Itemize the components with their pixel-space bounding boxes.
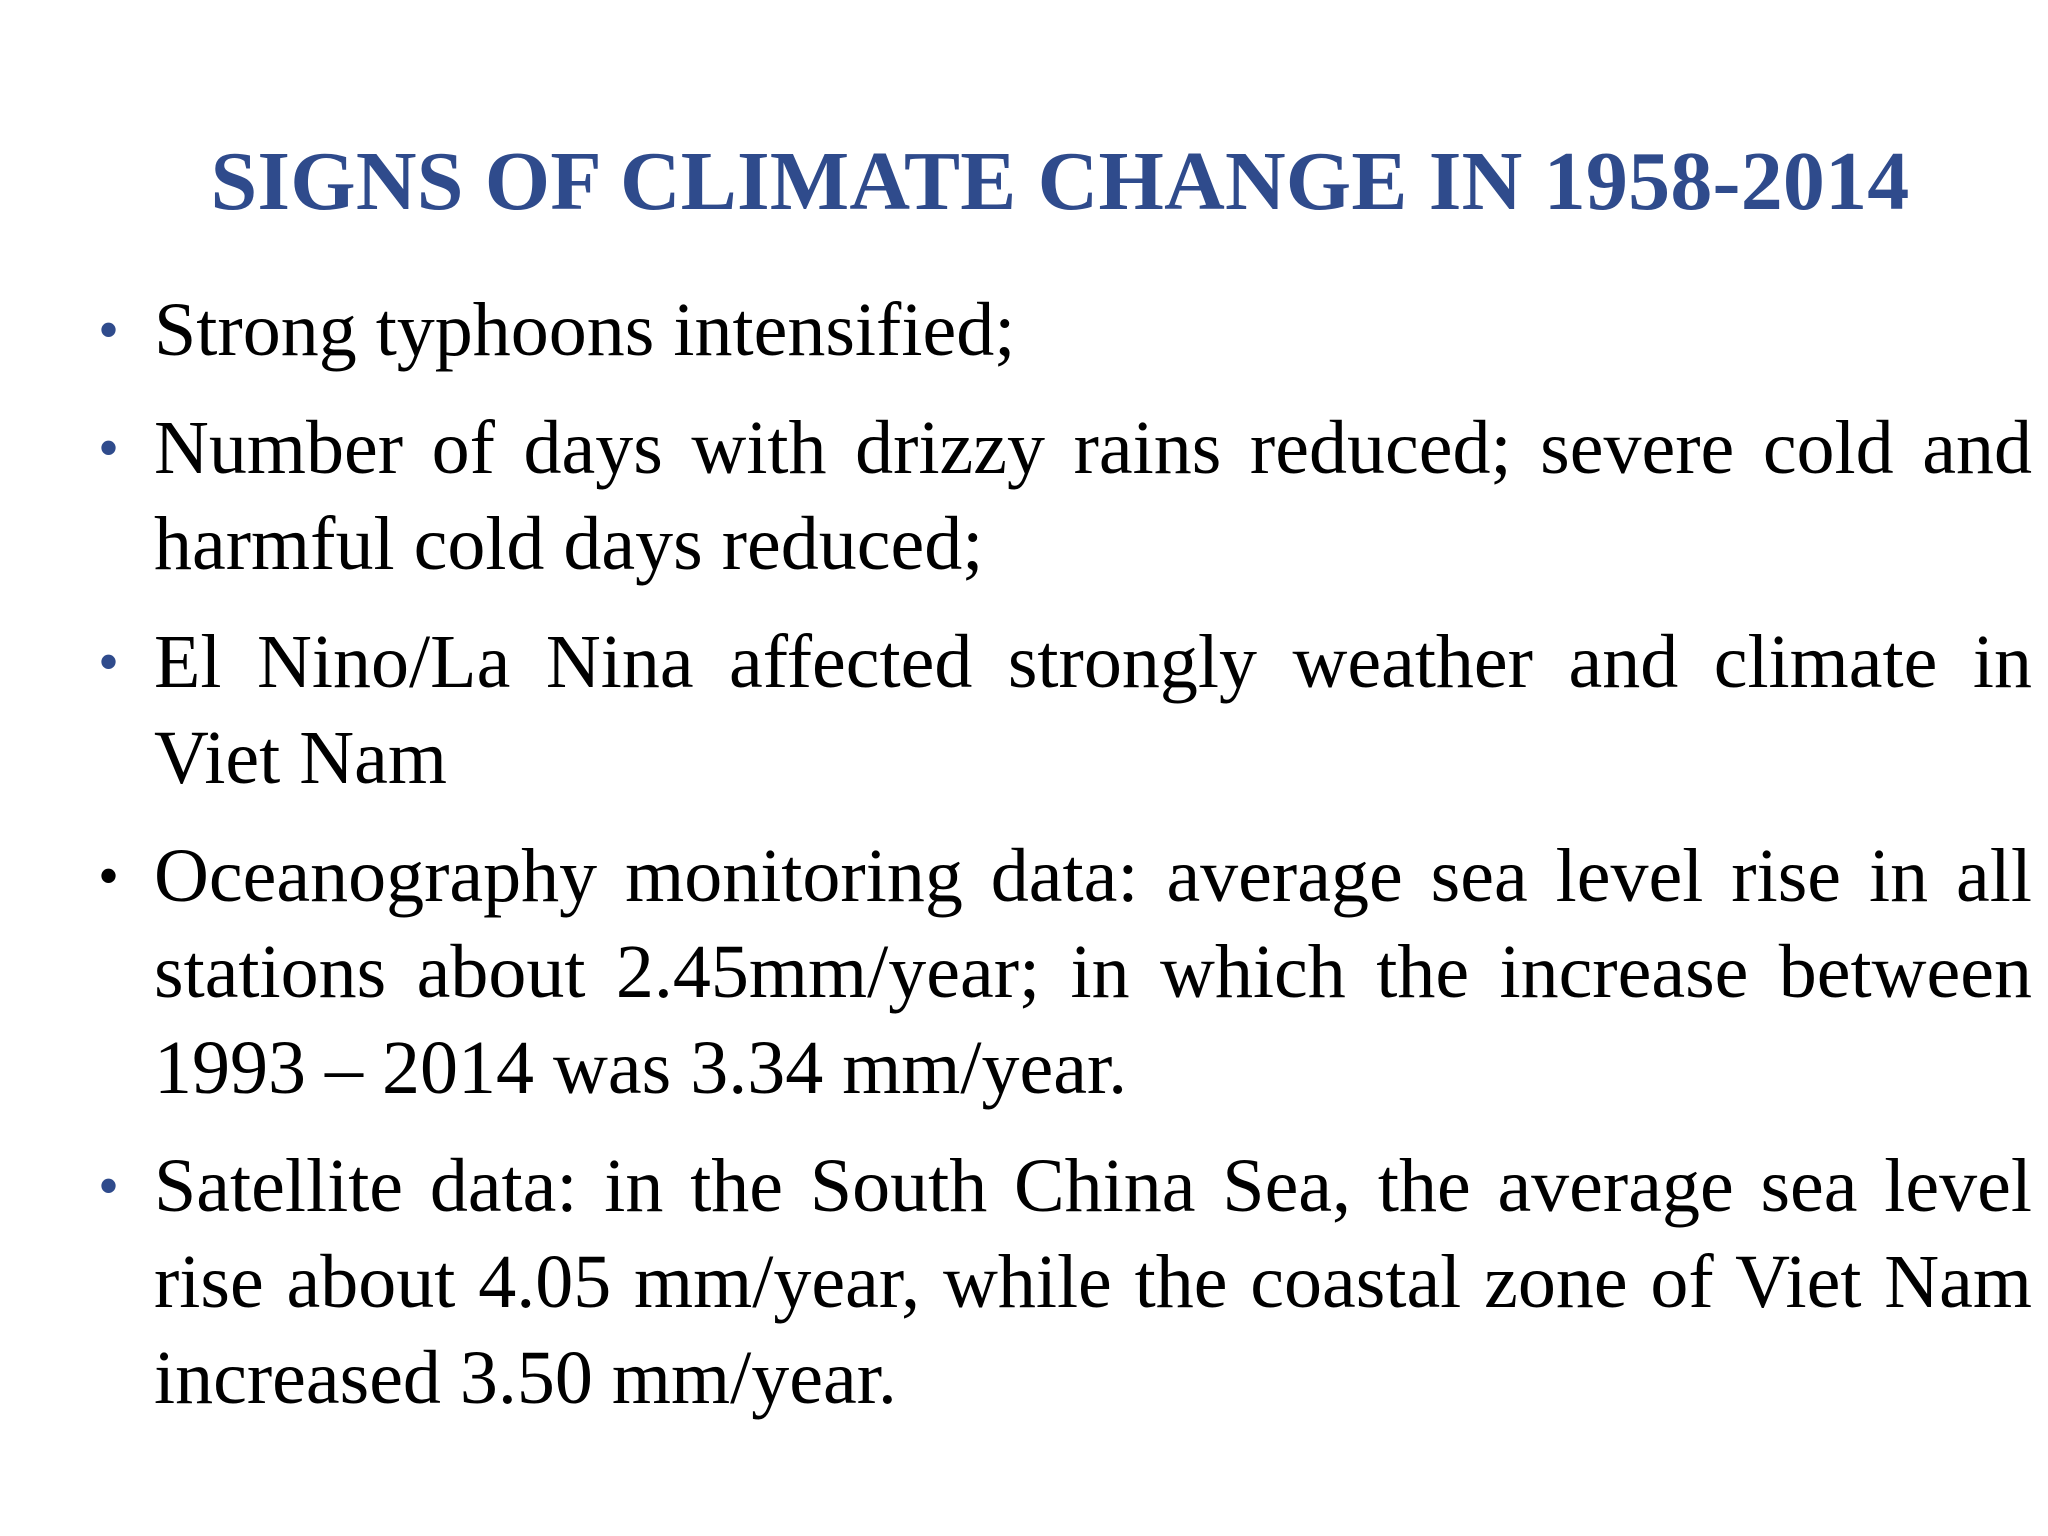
bullet-text: Satellite data: in the South China Sea, … <box>154 1144 2032 1420</box>
bullet-dot-icon: • <box>98 629 120 695</box>
bullet-list: • Strong typhoons intensified; • Number … <box>90 282 2032 1448</box>
bullet-dot-icon: • <box>98 297 120 363</box>
bullet-item: • Number of days with drizzy rains reduc… <box>90 400 2032 592</box>
bullet-item: • Strong typhoons intensified; <box>90 282 2032 378</box>
bullet-dot-icon: • <box>98 415 120 481</box>
bullet-text: El Nino/La Nina affected strongly weathe… <box>154 620 2032 800</box>
bullet-item: • Oceanography monitoring data: average … <box>90 828 2032 1116</box>
bullet-dot-icon: • <box>98 1153 120 1219</box>
bullet-dot-icon: • <box>98 843 120 909</box>
bullet-text: Strong typhoons intensified; <box>154 288 1016 372</box>
bullet-text: Oceanography monitoring data: average se… <box>154 834 2032 1110</box>
bullet-item: • El Nino/La Nina affected strongly weat… <box>90 614 2032 806</box>
slide-title: SIGNS OF CLIMATE CHANGE IN 1958-2014 <box>210 135 1910 228</box>
bullet-item: • Satellite data: in the South China Sea… <box>90 1138 2032 1426</box>
bullet-text: Number of days with drizzy rains reduced… <box>154 406 2032 586</box>
